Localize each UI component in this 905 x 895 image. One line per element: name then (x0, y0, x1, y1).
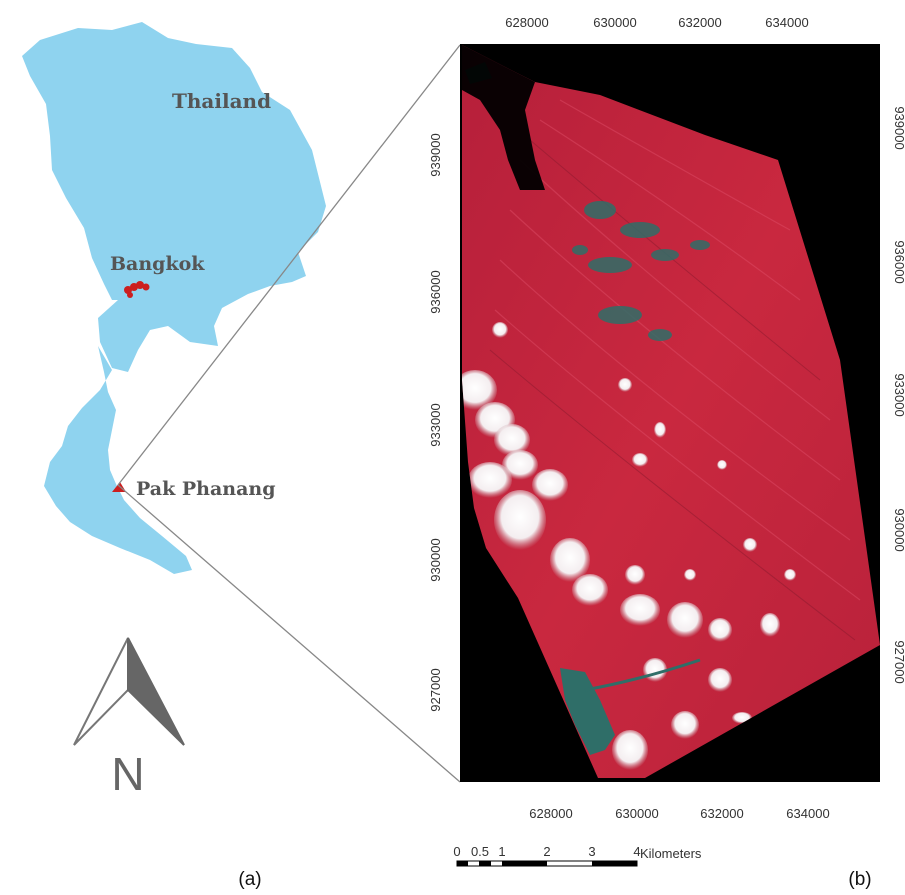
caption-a: (a) (238, 869, 261, 890)
x-tick-bottom-628000: 628000 (529, 806, 572, 821)
bangkok-label: Bangkok (110, 253, 205, 275)
scale-label-1: 1 (498, 844, 505, 859)
x-tick-bottom-634000: 634000 (786, 806, 829, 821)
y-tick-right-933000: 933000 (892, 373, 905, 416)
y-tick-right-939000: 939000 (892, 106, 905, 149)
y-tick-right-930000: 930000 (892, 508, 905, 551)
y-axis-left: 939000 936000 933000 930000 927000 (428, 133, 443, 711)
north-arrow-icon: N (73, 637, 185, 800)
zoom-connector-lines (117, 44, 461, 783)
y-tick-left-939000: 939000 (428, 133, 443, 176)
scale-label-4: 4 (633, 844, 640, 859)
x-tick-bottom-632000: 632000 (700, 806, 743, 821)
caption-b: (b) (848, 869, 871, 890)
scale-label-2: 2 (543, 844, 550, 859)
y-tick-left-936000: 936000 (428, 270, 443, 313)
y-axis-right: 939000 936000 933000 930000 927000 (892, 106, 905, 683)
estuary-water (560, 668, 615, 755)
x-axis-top: 628000 630000 632000 634000 (505, 15, 808, 30)
x-tick-top-628000: 628000 (505, 15, 548, 30)
scale-label-3: 3 (588, 844, 595, 859)
y-tick-left-927000: 927000 (428, 668, 443, 711)
scale-bar: 0 0.5 1 2 3 4 Kilometers (453, 844, 702, 867)
x-axis-bottom: 628000 630000 632000 634000 (529, 806, 829, 821)
north-label: N (111, 748, 144, 800)
bangkok-marker (124, 281, 150, 298)
x-tick-top-632000: 632000 (678, 15, 721, 30)
country-label: Thailand (172, 89, 271, 113)
y-tick-right-936000: 936000 (892, 240, 905, 283)
x-tick-top-634000: 634000 (765, 15, 808, 30)
southern-peninsula (44, 346, 192, 574)
thailand-map: Thailand Bangkok Pak Phanang (22, 22, 326, 574)
scale-label-0: 0 (453, 844, 460, 859)
y-tick-right-927000: 927000 (892, 640, 905, 683)
pak-phanang-label: Pak Phanang (136, 478, 276, 500)
satellite-panel: 628000 630000 632000 634000 628000 63000… (428, 15, 905, 867)
y-tick-left-930000: 930000 (428, 538, 443, 581)
scale-unit: Kilometers (640, 846, 702, 861)
thailand-landmass (22, 22, 326, 372)
scale-label-0-5: 0.5 (471, 844, 489, 859)
x-tick-bottom-630000: 630000 (615, 806, 658, 821)
x-tick-top-630000: 630000 (593, 15, 636, 30)
y-tick-left-933000: 933000 (428, 403, 443, 446)
